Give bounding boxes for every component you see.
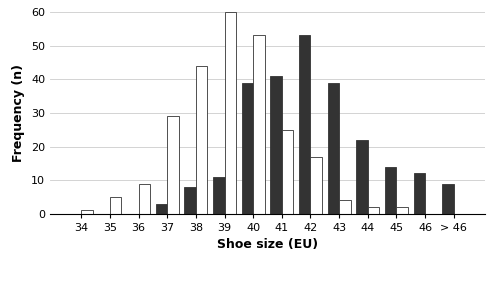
Y-axis label: Frequency (n): Frequency (n) [12,64,26,162]
Bar [339,200,350,214]
Bar [184,187,196,214]
Bar [299,35,310,214]
Bar [310,157,322,214]
Bar [167,116,178,214]
X-axis label: Shoe size (EU): Shoe size (EU) [217,238,318,252]
Bar [282,130,294,214]
Bar [368,207,380,214]
Bar [253,35,264,214]
Bar [414,173,425,214]
Bar [110,197,122,214]
Bar [81,211,92,214]
Bar [356,140,368,214]
Bar [196,66,207,214]
Bar [396,207,408,214]
Bar [213,177,224,214]
Bar [270,76,282,214]
Bar [328,83,339,214]
Bar [224,12,236,214]
Bar [385,167,396,214]
Bar [138,184,150,214]
Bar [442,184,454,214]
Bar [156,204,167,214]
Bar [242,83,253,214]
